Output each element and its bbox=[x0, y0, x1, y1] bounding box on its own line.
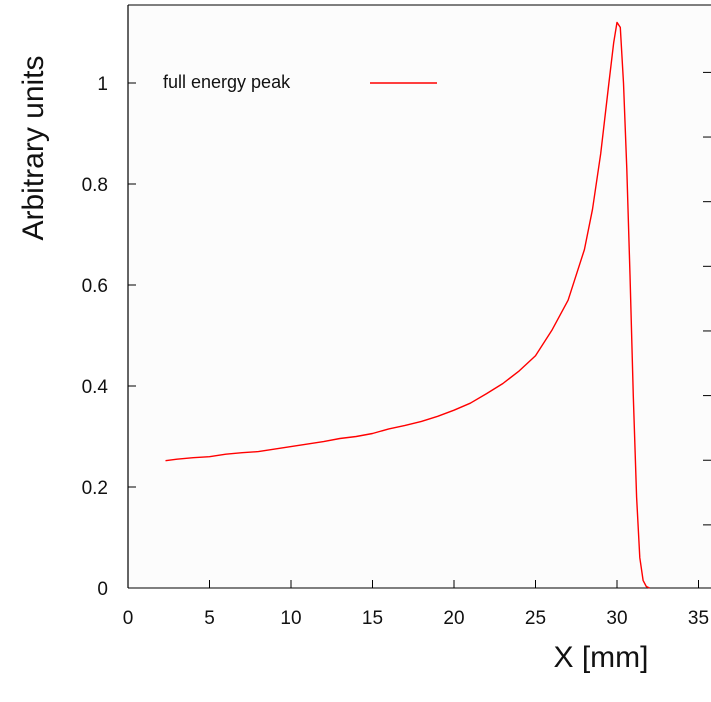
x-tick-label: 25 bbox=[525, 608, 546, 629]
y-tick-label: 0.8 bbox=[82, 175, 108, 196]
legend: full energy peak bbox=[163, 72, 437, 92]
x-tick-label: 30 bbox=[606, 608, 627, 629]
x-axis-ticks: 0 5 10 15 20 25 30 35 bbox=[123, 580, 709, 629]
x-axis-title: X [mm] bbox=[554, 641, 649, 674]
series-line-full-energy-peak bbox=[165, 21, 650, 589]
right-axis-ticks bbox=[703, 71, 711, 526]
x-tick-label: 5 bbox=[204, 608, 215, 629]
plot-frame bbox=[127, 4, 711, 589]
legend-label: full energy peak bbox=[163, 72, 291, 92]
y-tick-label: 0.2 bbox=[82, 478, 108, 499]
y-tick-label: 0 bbox=[97, 579, 108, 600]
series-layer bbox=[165, 21, 650, 589]
y-axis-ticks: 0 0.2 0.4 0.6 0.8 1 bbox=[82, 74, 136, 600]
x-tick-label: 15 bbox=[362, 608, 383, 629]
y-axis-title: Arbitrary units bbox=[17, 55, 50, 240]
y-tick-label: 0.6 bbox=[82, 276, 108, 297]
x-tick-label: 10 bbox=[280, 608, 301, 629]
x-tick-label: 20 bbox=[443, 608, 464, 629]
y-tick-label: 0.4 bbox=[82, 377, 109, 398]
x-tick-label: 35 bbox=[688, 608, 709, 629]
x-tick-label: 0 bbox=[123, 608, 134, 629]
y-tick-label: 1 bbox=[97, 74, 108, 95]
plot-area bbox=[128, 5, 711, 588]
